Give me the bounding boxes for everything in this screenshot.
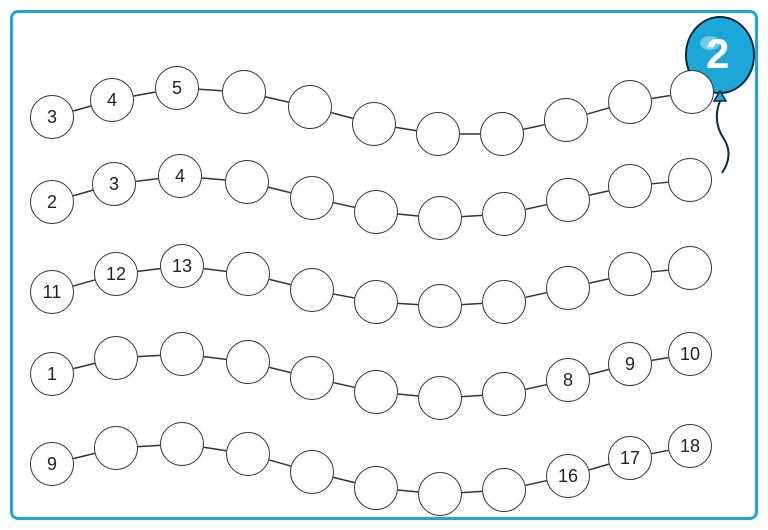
number-circle[interactable] [418,376,462,420]
number-circle[interactable] [354,370,398,414]
number-value: 9 [625,354,635,375]
number-circle[interactable] [290,450,334,494]
number-circle[interactable] [354,190,398,234]
number-circle[interactable]: 1 [30,352,74,396]
number-circle[interactable] [226,252,270,296]
number-value: 5 [172,78,182,99]
number-value: 11 [43,282,62,303]
number-circle[interactable] [546,178,590,222]
number-circle[interactable] [288,85,332,129]
number-circle[interactable] [418,196,462,240]
number-circle[interactable] [544,98,588,142]
number-circle[interactable] [160,422,204,466]
number-circle[interactable] [94,336,138,380]
number-circle[interactable] [94,426,138,470]
number-circle[interactable]: 10 [668,332,712,376]
number-chain: 9 16 17 18 [0,420,768,530]
number-circle[interactable]: 18 [668,424,712,468]
number-circle[interactable] [290,268,334,312]
number-circle[interactable]: 17 [608,436,652,480]
number-circle[interactable]: 4 [90,78,134,122]
number-value: 4 [107,90,117,111]
number-circle[interactable] [482,468,526,512]
number-value: 3 [47,107,57,128]
number-value: 16 [558,466,578,487]
number-circle[interactable] [668,246,712,290]
number-value: 17 [620,448,640,469]
number-circle[interactable] [670,70,714,114]
number-circle[interactable] [226,340,270,384]
number-circle[interactable] [160,332,204,376]
number-circle[interactable] [226,432,270,476]
number-value: 13 [172,256,192,277]
number-circle[interactable]: 5 [155,66,199,110]
number-circle[interactable] [225,160,269,204]
number-circle[interactable]: 16 [546,454,590,498]
number-circle[interactable] [608,80,652,124]
number-circle[interactable] [290,356,334,400]
number-circle[interactable]: 11 [30,270,74,314]
number-circle[interactable] [354,280,398,324]
number-value: 18 [680,436,700,457]
number-value: 1 [47,364,57,385]
number-value: 8 [563,370,573,391]
number-circle[interactable] [608,164,652,208]
number-circle[interactable] [290,176,334,220]
number-value: 2 [47,192,57,213]
number-circle[interactable] [668,158,712,202]
number-circle[interactable] [482,372,526,416]
number-value: 10 [680,344,700,365]
number-circle[interactable] [482,280,526,324]
number-circle[interactable]: 3 [92,162,136,206]
number-circle[interactable]: 2 [30,180,74,224]
number-circle[interactable] [352,102,396,146]
number-circle[interactable]: 9 [608,342,652,386]
number-circle[interactable] [418,284,462,328]
worksheet: 2 345234111213189109161718 [0,0,768,530]
number-circle[interactable] [482,192,526,236]
number-circle[interactable] [546,266,590,310]
number-circle[interactable] [354,466,398,510]
number-value: 9 [47,454,57,475]
number-circle[interactable]: 8 [546,358,590,402]
number-value: 12 [106,264,126,285]
number-circle[interactable] [222,70,266,114]
number-value: 4 [175,166,185,187]
number-circle[interactable]: 12 [94,252,138,296]
number-circle[interactable] [418,472,462,516]
number-circle[interactable]: 3 [30,95,74,139]
number-circle[interactable]: 4 [158,154,202,198]
number-circle[interactable]: 9 [30,442,74,486]
number-circle[interactable]: 13 [160,244,204,288]
number-circle[interactable] [608,252,652,296]
number-value: 3 [109,174,119,195]
